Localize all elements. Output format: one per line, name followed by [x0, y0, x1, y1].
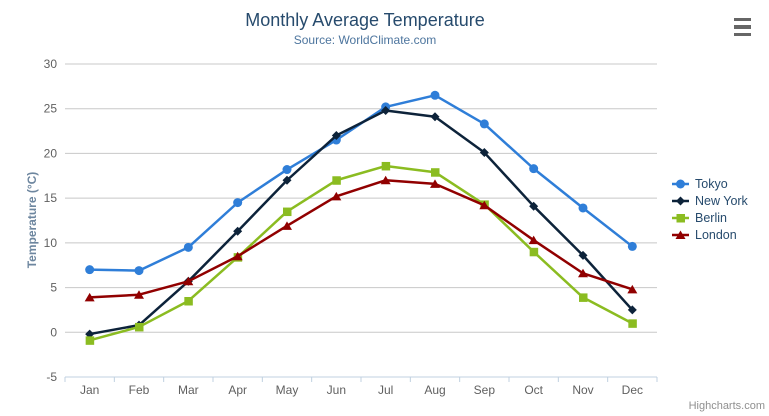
- data-point-london[interactable]: [183, 276, 194, 286]
- series-line-berlin: [88, 164, 634, 342]
- legend-label: Berlin: [695, 211, 727, 225]
- data-point-tokyo[interactable]: [85, 265, 95, 275]
- series-line-london: [88, 179, 634, 299]
- y-axis-tick-label: 15: [44, 191, 58, 205]
- data-point-london[interactable]: [627, 284, 638, 294]
- data-point-tokyo[interactable]: [233, 198, 243, 208]
- data-point-berlin[interactable]: [135, 322, 144, 332]
- data-point-new-york[interactable]: [529, 201, 539, 211]
- data-point-berlin[interactable]: [529, 247, 539, 257]
- hamburger-menu-icon: [734, 18, 751, 22]
- data-point-tokyo[interactable]: [183, 242, 193, 252]
- x-axis-tick-label: Oct: [524, 383, 543, 397]
- data-point-london[interactable]: [430, 179, 440, 188]
- x-axis-tick-label: Jun: [327, 383, 346, 397]
- data-point-london[interactable]: [331, 191, 342, 201]
- series-london: [84, 175, 638, 302]
- data-point-berlin[interactable]: [283, 207, 292, 217]
- data-point-tokyo[interactable]: [282, 165, 292, 175]
- data-point-london[interactable]: [479, 200, 490, 210]
- data-point-new-york[interactable]: [627, 305, 637, 315]
- legend-label: New York: [695, 194, 748, 208]
- x-axis-tick-label: Sep: [474, 383, 496, 397]
- data-point-london[interactable]: [578, 268, 588, 278]
- data-point-tokyo[interactable]: [529, 164, 539, 174]
- legend-item-tokyo[interactable]: Tokyo: [672, 176, 748, 192]
- highcharts-credit-link[interactable]: Highcharts.com: [688, 400, 765, 412]
- data-point-berlin[interactable]: [332, 176, 341, 185]
- x-axis-tick-label: Mar: [178, 383, 199, 397]
- data-point-london[interactable]: [380, 175, 391, 185]
- y-axis-tick-label: 20: [44, 146, 58, 160]
- x-axis-tick-label: Jul: [378, 383, 393, 397]
- data-point-new-york[interactable]: [233, 226, 243, 236]
- data-point-new-york[interactable]: [282, 175, 292, 185]
- data-point-berlin[interactable]: [85, 336, 95, 345]
- legend-label: London: [695, 228, 737, 242]
- data-point-new-york[interactable]: [578, 250, 588, 260]
- data-point-london[interactable]: [528, 235, 539, 245]
- data-point-london[interactable]: [282, 221, 292, 230]
- data-point-berlin[interactable]: [381, 161, 391, 171]
- chart-subtitle: Source: WorldClimate.com: [293, 33, 437, 47]
- y-axis-tick-label: 10: [44, 236, 58, 250]
- data-point-london[interactable]: [134, 290, 144, 299]
- x-axis-tick-label: Aug: [424, 383, 445, 397]
- data-point-berlin[interactable]: [628, 319, 637, 328]
- legend-item-london[interactable]: London: [672, 227, 748, 243]
- y-axis-tick-label: 0: [50, 325, 57, 339]
- data-point-new-york[interactable]: [479, 148, 489, 158]
- x-axis-tick-label: Jan: [80, 383, 99, 397]
- data-point-new-york[interactable]: [331, 131, 341, 141]
- y-axis-tick-label: 5: [50, 281, 57, 295]
- legend-item-berlin[interactable]: Berlin: [672, 210, 748, 226]
- x-axis-tick-label: Feb: [129, 383, 150, 397]
- chart-title: Monthly Average Temperature: [245, 10, 485, 30]
- triangle-marker-icon: [672, 230, 689, 239]
- series-tokyo: [85, 90, 637, 276]
- export-menu-button[interactable]: [731, 16, 755, 38]
- diamond-marker-icon: [672, 196, 689, 206]
- data-point-tokyo[interactable]: [627, 241, 637, 251]
- data-point-tokyo[interactable]: [430, 90, 440, 100]
- series-line-tokyo: [88, 94, 634, 272]
- series-new-york: [85, 106, 637, 339]
- square-marker-icon: [672, 214, 689, 223]
- data-point-new-york[interactable]: [430, 112, 440, 122]
- x-axis-tick-label: Nov: [572, 383, 593, 397]
- legend: Tokyo New York Berlin London: [672, 176, 748, 243]
- x-axis-tick-label: Apr: [228, 383, 247, 397]
- x-axis-tick-label: May: [276, 383, 299, 397]
- legend-label: Tokyo: [695, 177, 728, 191]
- data-point-tokyo[interactable]: [578, 203, 588, 213]
- series-line-new-york: [88, 109, 634, 336]
- data-point-new-york[interactable]: [85, 329, 95, 339]
- data-point-tokyo[interactable]: [134, 266, 144, 276]
- data-point-new-york[interactable]: [381, 106, 391, 116]
- data-point-berlin[interactable]: [184, 296, 193, 306]
- data-point-london[interactable]: [232, 251, 243, 261]
- data-point-tokyo[interactable]: [479, 119, 489, 129]
- x-axis-tick-label: Dec: [622, 383, 643, 397]
- data-point-berlin[interactable]: [431, 168, 440, 177]
- legend-item-new-york[interactable]: New York: [672, 193, 748, 209]
- y-axis-tick-label: -5: [46, 370, 57, 384]
- data-point-berlin[interactable]: [579, 293, 588, 302]
- y-axis-tick-label: 25: [44, 102, 58, 116]
- circle-marker-icon: [672, 179, 689, 189]
- data-point-london[interactable]: [84, 292, 95, 302]
- y-axis-tick-label: 30: [44, 57, 58, 71]
